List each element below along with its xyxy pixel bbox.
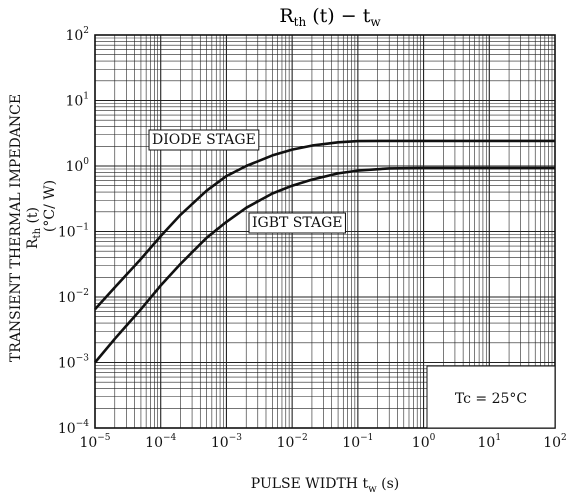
igbt-label-box <box>248 212 346 234</box>
x-axis-label-unit: (s) <box>377 476 400 492</box>
y-tick-label: 10−2 <box>58 288 89 306</box>
x-tick-base: 10 <box>145 435 163 451</box>
y-tick-base: 10 <box>58 421 76 437</box>
y-axis-label-line2-rest: (t) <box>25 207 41 228</box>
x-tick-exponent: −2 <box>294 433 307 443</box>
chart-title: Rth (t) − tw <box>279 5 381 29</box>
x-tick-base: 10 <box>478 435 496 451</box>
y-tick-label: 10−4 <box>58 419 89 437</box>
y-tick-exponent: 2 <box>83 26 89 36</box>
y-tick-exponent: −2 <box>76 288 89 298</box>
y-tick-exponent: 1 <box>83 92 89 102</box>
y-tick-base: 10 <box>58 356 76 372</box>
y-tick-exponent: −1 <box>76 223 89 233</box>
y-tick-exponent: 0 <box>83 157 89 167</box>
x-tick-label: 101 <box>478 433 502 451</box>
x-tick-base: 10 <box>412 435 430 451</box>
x-tick-exponent: −5 <box>97 433 111 443</box>
x-tick-base: 10 <box>342 435 360 451</box>
x-tick-label: 102 <box>543 433 567 451</box>
x-tick-label: 100 <box>412 433 436 451</box>
title-args: (t) − t <box>306 5 370 27</box>
diode-stage-curve <box>94 139 555 311</box>
x-tick-label: 10−5 <box>79 433 110 451</box>
diode-stage-label: DIODE STAGE <box>152 132 256 148</box>
x-tick-base: 10 <box>277 435 295 451</box>
tc-annotation: Tc = 25°C <box>455 391 527 407</box>
x-axis-label-text: PULSE WIDTH t <box>251 476 369 492</box>
x-tick-base: 10 <box>543 435 561 451</box>
x-tick-exponent: 2 <box>561 433 567 443</box>
y-tick-label: 100 <box>65 157 89 175</box>
y-tick-label: 101 <box>65 92 89 110</box>
x-tick-exponent: −3 <box>229 433 243 443</box>
y-axis-label-line2-sub: th <box>32 227 43 238</box>
title-main-sub: th <box>294 15 307 29</box>
x-tick-exponent: −4 <box>163 433 177 443</box>
x-axis-label-sub: w <box>368 484 377 495</box>
y-axis-label-line1: TRANSIENT THERMAL IMPEDANCE <box>8 94 24 362</box>
x-tick-label: 10−2 <box>277 433 308 451</box>
y-axis-label-line3: (°C/ W) <box>42 180 58 232</box>
y-tick-base: 10 <box>65 159 83 175</box>
title-main: R <box>279 5 294 27</box>
y-tick-base: 10 <box>65 28 83 44</box>
y-axis-label-line2-main: R <box>25 238 41 249</box>
tc-annotation-box <box>426 365 556 429</box>
curves <box>94 139 555 364</box>
plot-frame <box>94 34 556 429</box>
y-tick-base: 10 <box>58 225 76 241</box>
x-tick-exponent: 1 <box>495 433 501 443</box>
y-tick-base: 10 <box>65 94 83 110</box>
title-args-sub: w <box>370 15 381 29</box>
y-tick-label: 10−1 <box>58 223 89 241</box>
x-tick-exponent: −1 <box>360 433 373 443</box>
x-tick-label: 10−4 <box>145 433 176 451</box>
x-tick-exponent: 0 <box>430 433 436 443</box>
y-tick-label: 10−3 <box>58 354 89 372</box>
y-tick-base: 10 <box>58 290 76 306</box>
y-tick-exponent: −4 <box>76 419 90 429</box>
y-axis-label: TRANSIENT THERMAL IMPEDANCE Rth (t) (°C/… <box>8 94 58 362</box>
igbt-stage-curve <box>94 166 555 364</box>
y-axis-label-line2: Rth (t) <box>25 207 43 249</box>
y-tick-label: 102 <box>65 26 89 44</box>
x-tick-label: 10−3 <box>211 433 242 451</box>
x-tick-label: 10−1 <box>342 433 373 451</box>
x-tick-base: 10 <box>79 435 97 451</box>
grid <box>94 35 555 429</box>
diode-label-box <box>148 129 260 151</box>
igbt-stage-label: IGBT STAGE <box>252 215 342 231</box>
x-tick-labels: 10−5 10−4 10−3 10−2 10−1 100 101 102 <box>79 433 566 451</box>
y-tick-exponent: −3 <box>76 354 90 364</box>
x-tick-base: 10 <box>211 435 229 451</box>
x-axis-label: PULSE WIDTH tw (s) <box>251 476 399 495</box>
